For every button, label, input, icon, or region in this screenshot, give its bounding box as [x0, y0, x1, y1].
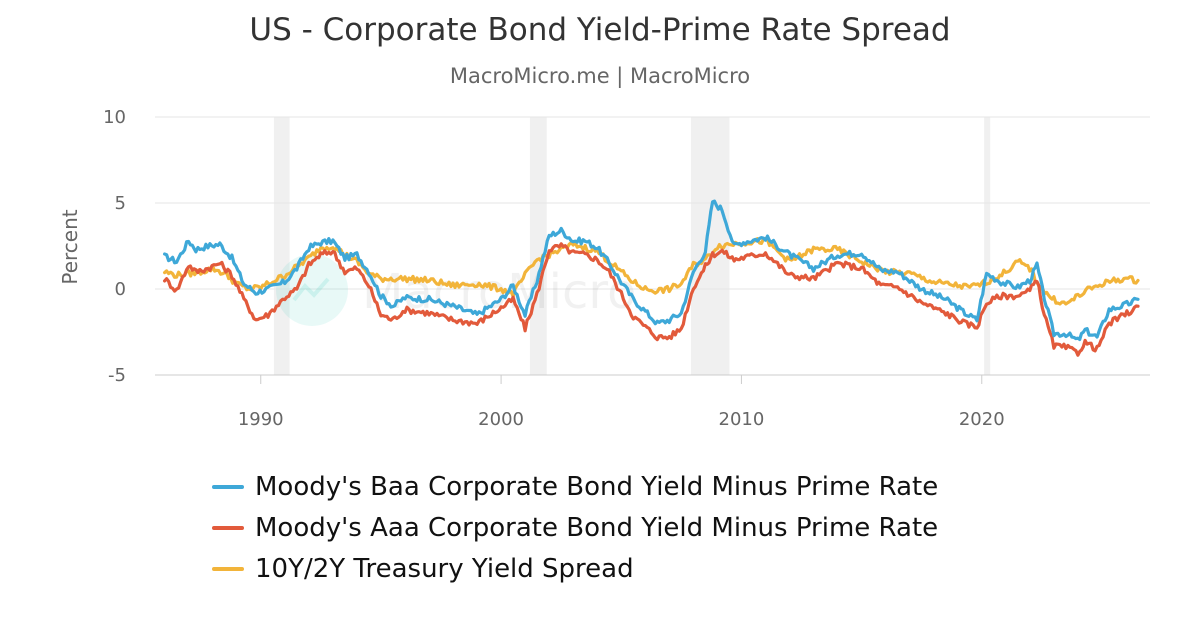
legend-swatch-aaa: [212, 525, 244, 530]
y-tick-label: 10: [103, 107, 126, 128]
series-line-1[interactable]: [163, 242, 1140, 357]
legend-label-baa: Moody's Baa Corporate Bond Yield Minus P…: [255, 471, 939, 502]
chart-plot: 10 5 0 -5 MacroMicro 1990 2000 2010 2020 Perce…: [58, 107, 1150, 430]
y-axis-title: Percent: [58, 209, 82, 284]
x-tick-label: 2020: [959, 409, 1005, 430]
series-line-0[interactable]: [163, 199, 1140, 342]
watermark: MacroMicro: [276, 254, 636, 326]
legend-label-10y2y: 10Y/2Y Treasury Yield Spread: [255, 553, 634, 584]
x-tick-label: 2000: [478, 409, 524, 430]
legend-swatch-10y2y: [212, 566, 244, 571]
legend-item-baa[interactable]: Moody's Baa Corporate Bond Yield Minus P…: [212, 466, 938, 507]
x-tick-label: 2010: [719, 409, 765, 430]
y-tick-label: 0: [115, 279, 126, 300]
y-tick-label: -5: [108, 365, 126, 386]
legend-item-aaa[interactable]: Moody's Aaa Corporate Bond Yield Minus P…: [212, 507, 938, 548]
y-tick-label: 5: [115, 193, 126, 214]
legend-item-10y2y[interactable]: 10Y/2Y Treasury Yield Spread: [212, 548, 938, 589]
chart-title: US - Corporate Bond Yield-Prime Rate Spr…: [249, 12, 951, 48]
legend-label-aaa: Moody's Aaa Corporate Bond Yield Minus P…: [255, 512, 939, 543]
recession-band-0: [273, 117, 290, 375]
legend-swatch-baa: [212, 484, 244, 489]
series-line-2[interactable]: [163, 237, 1140, 306]
x-tick-label: 1990: [238, 409, 284, 430]
legend: Moody's Baa Corporate Bond Yield Minus P…: [212, 466, 938, 589]
recession-band-1: [529, 117, 547, 375]
chart-subtitle: MacroMicro.me | MacroMicro: [449, 64, 751, 88]
recession-band-3: [984, 117, 991, 375]
